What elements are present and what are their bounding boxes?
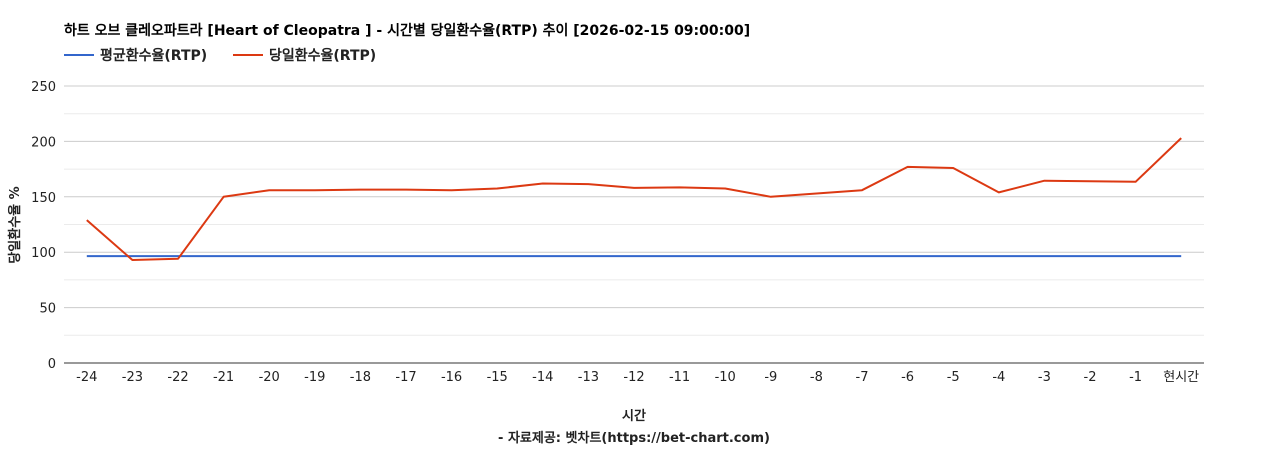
y-tick-label: 0 xyxy=(48,357,56,372)
x-tick-label: -24 xyxy=(76,370,97,385)
x-axis-title: 시간 xyxy=(622,408,646,424)
x-tick-label: -1 xyxy=(1129,370,1142,385)
x-tick-label: -14 xyxy=(532,370,553,385)
x-tick-label: 현시간 xyxy=(1163,370,1199,385)
series-lines xyxy=(86,137,1182,261)
chart-title: 하트 오브 클레오파트라 [Heart of Cleopatra ] - 시간별… xyxy=(64,22,750,39)
x-tick-label: -6 xyxy=(901,370,914,385)
series-line-today xyxy=(86,137,1182,261)
x-axis-ticks: -24 -23 -22 -21 -20 -19 -18 -17 -16 -15 -14 -13 -12 -… xyxy=(76,370,1199,385)
y-tick-label: 100 xyxy=(31,246,56,261)
y-tick-label: 150 xyxy=(31,191,56,206)
legend-item-average[interactable]: 평균환수율(RTP) xyxy=(64,47,207,64)
x-tick-label: -20 xyxy=(259,370,280,385)
x-tick-label: -23 xyxy=(122,370,143,385)
x-tick-label: -4 xyxy=(992,370,1005,385)
gridlines xyxy=(64,85,1204,336)
x-tick-label: -19 xyxy=(304,370,325,385)
y-tick-label: 250 xyxy=(31,80,56,95)
x-tick-label: -3 xyxy=(1038,370,1051,385)
x-tick-label: -11 xyxy=(669,370,690,385)
x-tick-label: -22 xyxy=(167,370,188,385)
data-source-note: - 자료제공: 벳차트(https://bet-chart.com) xyxy=(498,430,770,446)
x-tick-label: -9 xyxy=(764,370,777,385)
y-tick-label: 200 xyxy=(31,135,56,150)
legend-item-today[interactable]: 당일환수율(RTP) xyxy=(233,47,376,64)
x-tick-label: -16 xyxy=(441,370,462,385)
x-tick-label: -10 xyxy=(715,370,736,385)
x-tick-label: -18 xyxy=(350,370,371,385)
x-tick-label: -8 xyxy=(810,370,823,385)
x-tick-label: -2 xyxy=(1084,370,1097,385)
x-tick-label: -7 xyxy=(856,370,869,385)
x-tick-label: -13 xyxy=(578,370,599,385)
legend: 평균환수율(RTP) 당일환수율(RTP) xyxy=(64,47,376,64)
legend-label-today: 당일환수율(RTP) xyxy=(269,47,376,64)
x-tick-label: -12 xyxy=(623,370,644,385)
x-tick-label: -15 xyxy=(487,370,508,385)
y-tick-label: 50 xyxy=(39,302,56,317)
legend-label-average: 평균환수율(RTP) xyxy=(100,47,207,64)
y-axis-ticks: 0 50 100 150 200 250 xyxy=(31,80,56,372)
y-axis-title: 당일환수율 % xyxy=(7,186,23,263)
x-tick-label: -5 xyxy=(947,370,960,385)
x-tick-label: -17 xyxy=(395,370,416,385)
x-tick-label: -21 xyxy=(213,370,234,385)
